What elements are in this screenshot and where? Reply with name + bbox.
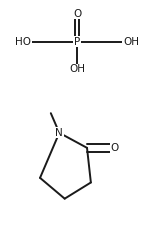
Text: OH: OH (69, 64, 85, 74)
Text: OH: OH (123, 36, 139, 47)
Text: O: O (111, 143, 119, 153)
Text: P: P (74, 36, 80, 47)
Text: N: N (55, 128, 63, 138)
Text: HO: HO (15, 36, 31, 47)
Text: O: O (73, 9, 81, 19)
